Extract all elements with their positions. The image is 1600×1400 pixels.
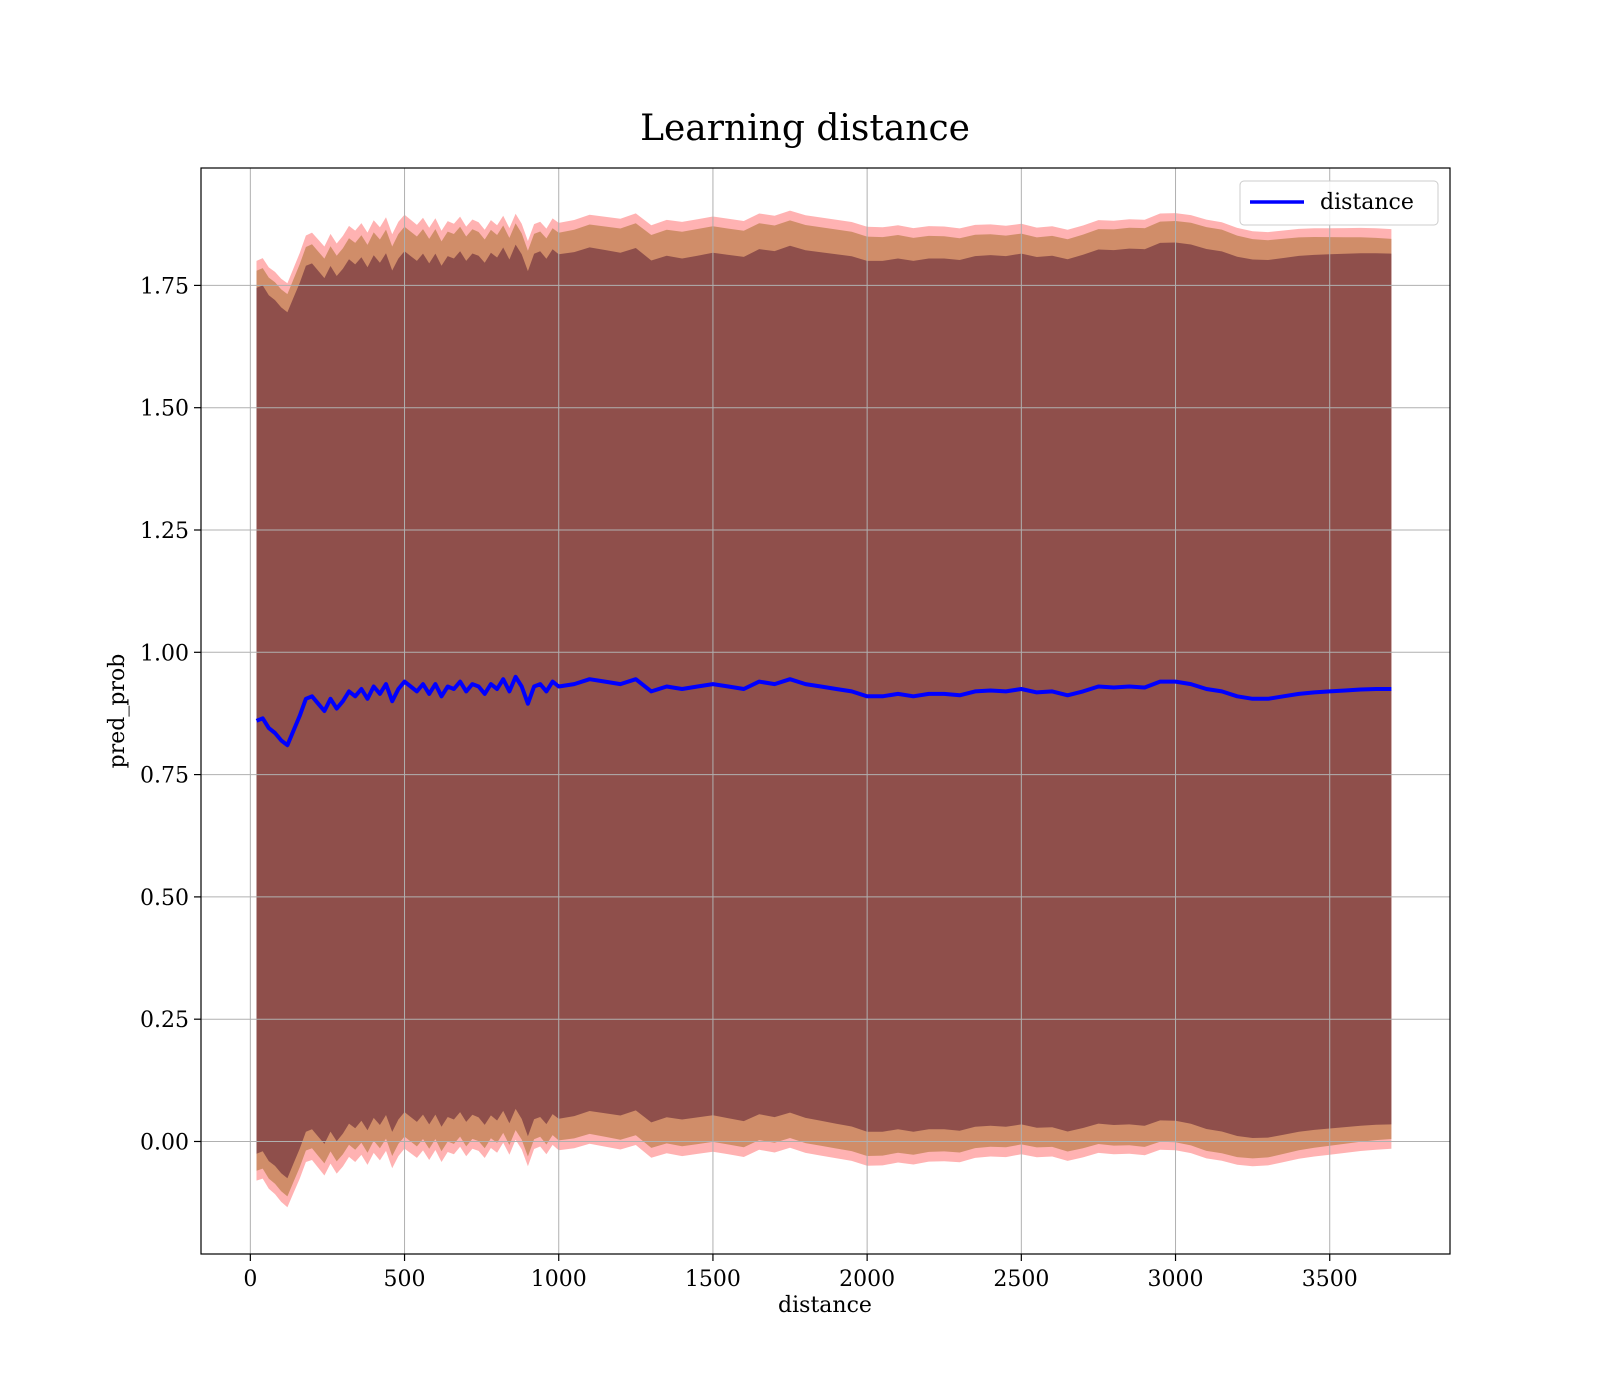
x-tick-label-6: 3000: [1148, 1267, 1204, 1292]
y-tick-label-3: 0.75: [140, 764, 189, 789]
x-tick-label-4: 2000: [839, 1267, 895, 1292]
y-tick-label-2: 0.50: [140, 886, 189, 911]
x-tick-label-1: 500: [384, 1267, 426, 1292]
confidence-bands: [256, 210, 1392, 1208]
y-axis-label: pred_prob: [105, 654, 130, 769]
y-tick-label-6: 1.50: [140, 397, 189, 422]
series-line-layer: [255, 674, 1392, 748]
legend-label-distance: distance: [1320, 190, 1414, 215]
y-tick-label-0: 0.00: [140, 1130, 189, 1155]
x-tick-label-5: 2500: [993, 1267, 1049, 1292]
y-tick-label-5: 1.25: [140, 519, 189, 544]
legend: distance: [1239, 180, 1439, 226]
y-tick-label-1: 0.25: [140, 1008, 189, 1033]
y-axis: 0.00 0.25 0.50 0.75 1.00 1.25 1.50 1.75: [140, 274, 201, 1155]
x-tick-label-7: 3500: [1302, 1267, 1358, 1292]
x-axis: 0 500 1000 1500 2000 2500 3000 3500: [243, 1254, 1358, 1292]
series-line-distance: [255, 674, 1392, 748]
y-tick-label-4: 1.00: [140, 641, 189, 666]
x-axis-label: distance: [778, 1293, 872, 1318]
x-tick-label-2: 1000: [531, 1267, 587, 1292]
x-tick-label-0: 0: [243, 1267, 257, 1292]
x-tick-label-3: 1500: [685, 1267, 741, 1292]
y-tick-label-7: 1.75: [140, 274, 189, 299]
legend-box: [1239, 180, 1439, 226]
plot-frame: [200, 167, 1451, 1255]
chart-title: Learning distance: [640, 108, 970, 149]
grid-lines: [201, 168, 1450, 1254]
inner-band: [256, 242, 1392, 1179]
